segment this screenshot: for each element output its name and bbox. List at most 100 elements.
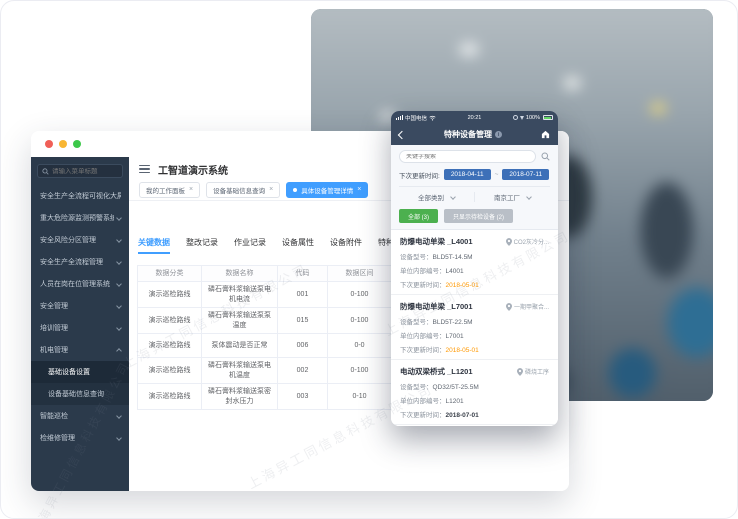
equipment-location: 一期甲聚合...: [513, 305, 549, 311]
content-tab-work-records[interactable]: 作业记录: [234, 238, 266, 247]
keyword-search-input[interactable]: [406, 153, 529, 160]
content-tab-key-data[interactable]: 关键数据: [138, 237, 170, 254]
date-from-button[interactable]: 2018-04-11: [443, 169, 491, 180]
content-tab-rectification-records[interactable]: 整改记录: [186, 238, 218, 247]
tilde-separator: ~: [494, 171, 499, 178]
cell-data-name: 磷石膏料浆输送泵电机温度: [201, 357, 278, 385]
chevron-down-icon: [116, 237, 122, 243]
chevron-down-icon: [116, 259, 122, 265]
model-value: BLD5T-22.5M: [432, 319, 473, 326]
cell-data-range: 0-100: [327, 357, 392, 385]
tab-equipment-detail[interactable]: 具体设备管理详情 ×: [286, 181, 369, 198]
cell-data-name: 磷石膏料浆输送泵泵温度: [201, 307, 278, 335]
tab-my-workbench[interactable]: 我的工作面板 ×: [139, 181, 201, 198]
filter-chip-all[interactable]: 全部 (3): [399, 209, 439, 223]
signal-icon: [396, 115, 403, 120]
location-pin-icon: [505, 237, 512, 246]
menu-toggle-icon[interactable]: [139, 164, 150, 174]
model-label: 设备型号：: [400, 384, 433, 391]
sidebar-item-label: 安全生产全流程可视化大屏: [40, 193, 121, 200]
sidebar-submenu: 基础设备设置 设备基础信息查询: [31, 361, 129, 405]
sidebar-item-personnel[interactable]: 人员在岗在位管理系统: [31, 273, 129, 295]
active-dot-icon: [293, 187, 298, 192]
chevron-up-icon: [116, 348, 122, 354]
sidebar-search: [37, 164, 123, 178]
sidebar-item-label: 安全管理: [40, 303, 68, 310]
orientation-lock-icon: [512, 115, 518, 120]
close-icon[interactable]: ×: [269, 186, 274, 193]
equipment-card[interactable]: 防爆电动单梁 _L7001 一期甲聚合... 设备型号：BLD5T-22.5M …: [391, 295, 558, 360]
close-icon[interactable]: ×: [189, 186, 194, 193]
sidebar-item-electromechanical[interactable]: 机电管理: [31, 339, 129, 361]
search-icon[interactable]: [541, 152, 550, 161]
info-icon[interactable]: i: [495, 131, 502, 138]
factory-dropdown[interactable]: 南京工厂: [474, 192, 550, 202]
dropdown-label: 全部类别: [418, 195, 444, 202]
search-icon: [42, 167, 49, 175]
tab-equipment-info-query[interactable]: 设备基础信息查询 ×: [206, 181, 281, 198]
chevron-down-icon: [116, 325, 122, 331]
chevron-down-icon: [116, 215, 122, 221]
content-tab-equipment-attributes[interactable]: 设备属性: [282, 238, 314, 247]
content-tab-equipment-attachments[interactable]: 设备附件: [330, 238, 362, 247]
chevron-down-icon: [450, 194, 456, 200]
location-pin-icon: [516, 367, 523, 376]
sidebar-subitem-basic-equipment-setup[interactable]: 基础设备设置: [31, 361, 129, 383]
phone-filter-panel: 下次更新时间: 2018-04-11 ~ 2018-07-11 全部类别 南京工…: [391, 145, 558, 230]
cell-data-category: 演示巡检路线: [137, 357, 202, 385]
sidebar-item-visual-dashboard[interactable]: 安全生产全流程可视化大屏: [31, 185, 129, 207]
chevron-down-icon: [116, 281, 122, 287]
internal-number-label: 单位内部编号：: [400, 268, 446, 275]
equipment-card[interactable]: 电动双梁桥式 _L1201 磷烧工序 设备型号：QD32/5T-25.5M 单位…: [391, 360, 558, 425]
close-window-button[interactable]: [45, 140, 53, 148]
equipment-title: 电动双梁桥式 _L1201: [400, 367, 473, 376]
minimize-window-button[interactable]: [59, 140, 67, 148]
sidebar-item-safety-management[interactable]: 安全管理: [31, 295, 129, 317]
sidebar-item-training[interactable]: 培训管理: [31, 317, 129, 339]
tab-bar: 我的工作面板 × 设备基础信息查询 × 具体设备管理详情 ×: [129, 179, 569, 201]
cell-data-name: 磷石膏料浆输送泵密封水压力: [201, 383, 278, 410]
internal-number-label: 单位内部编号：: [400, 398, 446, 405]
main-header: 工智道演示系统: [129, 159, 569, 179]
sidebar-item-risk-zone[interactable]: 安全风险分区管理: [31, 229, 129, 251]
filter-chip-pending-inspection[interactable]: 只显示待检设备 (2): [444, 209, 514, 223]
sidebar-item-label: 重大危险源监测预警系统: [40, 215, 114, 222]
equipment-title: 防爆电动单梁 _L4001: [400, 237, 473, 246]
category-dropdown[interactable]: 全部类别: [399, 192, 474, 202]
app-title: 工智道演示系统: [158, 165, 228, 177]
sidebar-item-label: 设备基础信息查询: [48, 391, 104, 398]
sidebar-item-maintenance[interactable]: 检维修管理: [31, 427, 129, 449]
sidebar-item-label: 培训管理: [40, 325, 68, 332]
sidebar: 安全生产全流程可视化大屏 重大危险源监测预警系统 安全风险分区管理 安全生产全流…: [31, 157, 129, 491]
equipment-title: 防爆电动单梁 _L7001: [400, 302, 473, 311]
model-label: 设备型号：: [400, 319, 433, 326]
close-icon[interactable]: ×: [357, 186, 362, 193]
sidebar-item-label: 机电管理: [40, 347, 68, 354]
internal-number-value: L1201: [445, 398, 464, 405]
date-to-button[interactable]: 2018-07-11: [502, 169, 550, 180]
location-arrow-icon: [519, 115, 524, 120]
sidebar-item-hazard-monitoring[interactable]: 重大危险源监测预警系统: [31, 207, 129, 229]
equipment-card[interactable]: 防爆电动单梁 _L4001 CO2灰冷分... 设备型号：BLD5T-14.5M…: [391, 230, 558, 295]
column-header: 数据名称: [201, 264, 278, 283]
maximize-window-button[interactable]: [73, 140, 81, 148]
cell-data-range: 0-10: [327, 383, 392, 410]
home-icon[interactable]: [541, 130, 550, 139]
phone-search-field[interactable]: [399, 150, 536, 163]
cell-code: 002: [277, 357, 328, 385]
menu-search-input[interactable]: [52, 167, 118, 175]
model-value: BLD5T-14.5M: [432, 254, 473, 261]
wifi-icon: [429, 115, 436, 120]
tab-label: 具体设备管理详情: [301, 187, 354, 195]
chevron-down-icon: [116, 303, 122, 309]
cell-data-category: 演示巡检路线: [137, 383, 202, 410]
column-header: 代码: [277, 264, 328, 283]
sidebar-subitem-equipment-info-query[interactable]: 设备基础信息查询: [31, 383, 129, 405]
sidebar-item-smart-inspection[interactable]: 智能巡检: [31, 405, 129, 427]
next-update-value: 2018-07-01: [445, 412, 479, 419]
next-update-value: 2018-05-01: [445, 282, 479, 289]
sidebar-item-process-management[interactable]: 安全生产全流程管理: [31, 251, 129, 273]
next-update-label: 下次更新时间：: [400, 412, 446, 419]
sidebar-item-label: 人员在岗在位管理系统: [40, 281, 110, 288]
